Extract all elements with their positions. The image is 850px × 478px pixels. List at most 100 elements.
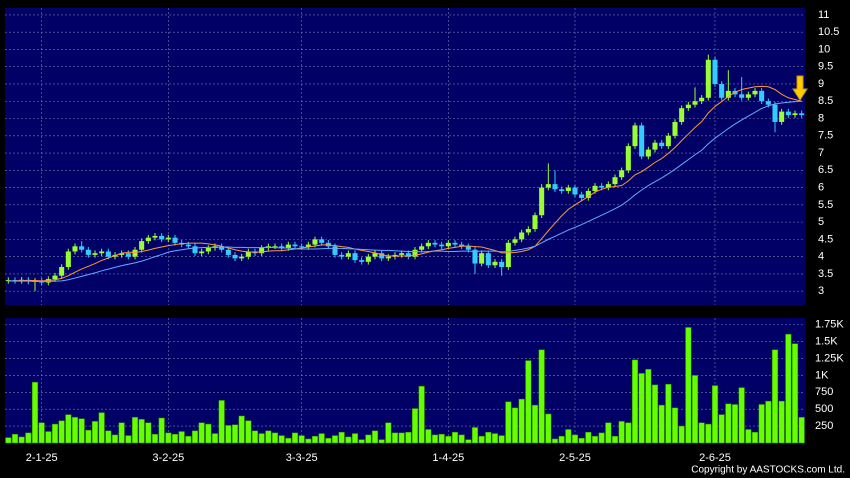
volume-bar <box>778 400 785 444</box>
volume-bar <box>565 429 572 444</box>
candle-body <box>405 253 411 257</box>
candle-body <box>779 111 785 122</box>
candle-body <box>292 244 298 247</box>
candle-body <box>139 241 145 250</box>
volume-bar <box>71 417 79 444</box>
candle-body <box>65 251 71 268</box>
volume-bar <box>238 415 245 444</box>
volume-bar <box>111 434 119 444</box>
y-tick-label: 6 <box>818 181 824 193</box>
candle-body <box>705 59 711 98</box>
candle-body <box>719 83 725 98</box>
volume-bar <box>298 435 305 444</box>
volume-bar <box>625 422 632 444</box>
candle-body <box>639 125 645 157</box>
candle-body <box>279 246 285 249</box>
volume-bar <box>718 414 725 444</box>
candle-body <box>572 187 578 195</box>
candle-body <box>119 253 125 255</box>
y-tick-label: 3 <box>818 285 824 297</box>
volume-bar <box>491 433 499 444</box>
candle-body <box>365 256 371 262</box>
volume-bar <box>38 422 45 444</box>
x-tick-label: 2-5-25 <box>559 452 591 464</box>
candle-body <box>685 104 691 109</box>
y-tick-label: 10 <box>818 43 830 55</box>
candle-body <box>412 249 418 257</box>
candle-body <box>665 135 671 147</box>
copyright: Copyright by AASTOCKS.com Ltd. <box>691 465 845 476</box>
candle-body <box>712 59 718 84</box>
y-tick-label: 8.5 <box>818 95 833 107</box>
volume-bar <box>705 423 712 444</box>
candle-body <box>699 97 705 102</box>
volume-bar <box>351 433 359 444</box>
y-tick-label: 1.5K <box>815 336 838 348</box>
volume-bar <box>431 434 439 444</box>
volume-bar <box>525 360 532 444</box>
volume-bar <box>545 413 552 444</box>
candle-body <box>59 267 65 276</box>
x-tick-label: 2-1-25 <box>26 452 58 464</box>
candle-body <box>525 229 531 233</box>
volume-bar <box>378 439 385 444</box>
volume-bar <box>31 381 39 444</box>
y-tick-label: 4.5 <box>818 233 833 245</box>
candle-body <box>339 254 345 257</box>
volume-bar <box>265 430 272 444</box>
volume-bar <box>91 421 99 444</box>
volume-bar <box>311 435 319 444</box>
volume-bar <box>411 408 419 444</box>
candle-body <box>625 146 631 171</box>
volume-bar <box>798 417 805 444</box>
candle-body <box>512 239 518 243</box>
volume-bar <box>51 423 59 444</box>
volume-bar <box>251 430 259 444</box>
volume-bar <box>665 383 672 444</box>
candle-body <box>632 125 638 147</box>
volume-bar <box>738 387 745 444</box>
volume-bar <box>218 400 225 444</box>
y-tick-label: 4 <box>818 251 824 263</box>
volume-bar <box>85 429 92 444</box>
volume-bar <box>618 421 625 444</box>
volume-bar <box>65 414 72 444</box>
candle-body <box>492 261 498 266</box>
candle-body <box>739 94 745 98</box>
arrow-annotation <box>792 75 808 101</box>
volume-bar <box>191 430 199 444</box>
candle-body <box>745 94 751 98</box>
candle-body <box>52 275 58 280</box>
volume-bar <box>571 434 579 444</box>
candle-body <box>679 108 685 122</box>
candle-body <box>459 244 465 247</box>
volume-bar <box>185 435 192 444</box>
candle-body <box>299 246 305 248</box>
volume-bar <box>591 435 599 444</box>
volume-bar <box>371 430 379 444</box>
volume-bar <box>125 435 132 444</box>
volume-bar <box>198 422 205 444</box>
candle-body <box>232 254 238 259</box>
volume-bar <box>365 434 372 444</box>
plot-layer: 3 3.5 4 4.5 5 5.5 6 6.5 7 7.5 8 8.5 9 9.5 10 10.5 11 250 5… <box>5 8 844 464</box>
candle-body <box>379 253 385 259</box>
volume-bar <box>751 431 759 444</box>
volume-bar <box>271 432 279 444</box>
candle-body <box>792 113 798 116</box>
candle-body <box>725 90 731 98</box>
candle-body <box>419 246 425 250</box>
x-tick-label: 2-6-25 <box>699 452 731 464</box>
y-tick-label: 9 <box>818 78 824 90</box>
volume-bar <box>511 407 519 444</box>
volume-bar <box>245 420 252 444</box>
volume-bar <box>598 432 605 444</box>
candle-body <box>332 246 338 255</box>
candle-body <box>652 142 658 150</box>
candle-body <box>565 187 571 192</box>
y-tick-label: 1.75K <box>815 319 844 331</box>
candle-body <box>385 256 391 259</box>
y-tick-label: 1K <box>815 369 829 381</box>
volume-bar <box>318 433 325 444</box>
